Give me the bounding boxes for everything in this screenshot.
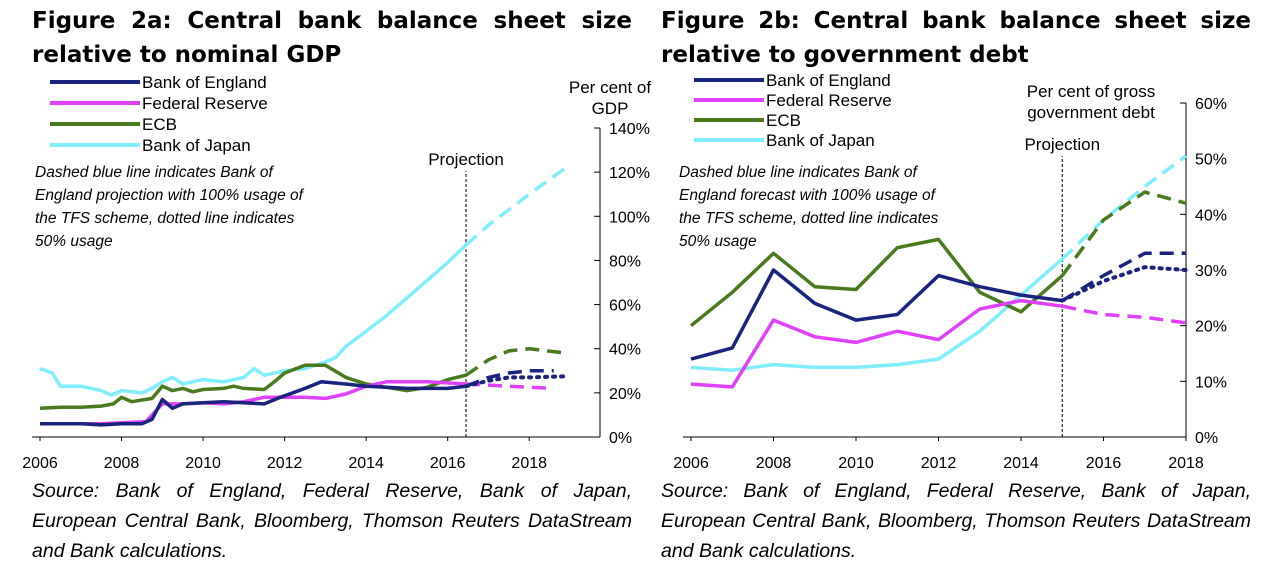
figure-title: Figure 2a: Central bank balance sheet si… (32, 8, 632, 68)
projection-label: Projection (428, 150, 504, 169)
x-tick-label: 2008 (756, 455, 792, 472)
y-tick-label: 0% (1195, 430, 1218, 447)
y-axis-label-line: Per cent of gross (1027, 82, 1156, 101)
series-line-federal-reserve-dashed (1061, 304, 1187, 325)
y-tick-label: 100% (609, 209, 650, 226)
chart-annotation-line: England projection with 100% usage of (35, 187, 305, 204)
x-tick-label: 2010 (838, 455, 874, 472)
series-line-bank-of-japan-solid (690, 257, 1064, 372)
figure-2a-panel: Figure 2a: Central bank balance sheet si… (22, 0, 651, 579)
chart-annotation-line: Dashed blue line indicates Bank of (35, 164, 275, 181)
chart-annotation: Dashed blue line indicates Bank of Englan… (35, 164, 305, 250)
y-tick-label: 80% (609, 253, 641, 270)
y-tick-label: 60% (1195, 96, 1227, 113)
chart-annotation-line: the TFS scheme, dotted line indicates (679, 210, 939, 227)
series-line-bank-of-england-solid (690, 268, 1063, 361)
figure-2b-chart: 0% 10% 20% 30% 40% 50% 60% 2006 2008 2010 2012 2014… (673, 71, 1227, 472)
y-tick-label: 30% (1195, 263, 1227, 280)
chart-annotation-line: 50% usage (679, 233, 757, 250)
legend-label-ecb: ECB (142, 115, 177, 134)
y-axis-label-line: GDP (592, 99, 629, 118)
y-axis-label-line: Per cent of (569, 78, 651, 97)
y-tick-label: 40% (1195, 207, 1227, 224)
y-tick-label: 20% (1195, 319, 1227, 336)
figure-source-note: Source: Bank of England, Federal Reserve… (661, 480, 1251, 562)
y-axis-label-line: government debt (1027, 103, 1155, 122)
x-tick-label: 2014 (348, 455, 384, 472)
x-tick-label: 2010 (185, 455, 221, 472)
series-line-bank-of-england-dotted (464, 374, 568, 389)
y-tick-label: 40% (609, 342, 641, 359)
series-line-bank-of-england-solid (40, 380, 467, 427)
y-tick-label: 120% (609, 165, 650, 182)
chart-annotation-line: Dashed blue line indicates Bank of (679, 164, 919, 181)
y-tick-label: 10% (1195, 374, 1227, 391)
legend-label-bank-of-japan: Bank of Japan (766, 131, 875, 150)
y-tick-label: 20% (609, 386, 641, 403)
x-tick-label: 2016 (1086, 455, 1122, 472)
projection-label: Projection (1024, 135, 1100, 154)
y-axis-label: Per cent of gross government debt (1027, 82, 1156, 122)
series-line-federal-reserve-solid (690, 298, 1063, 389)
chart-annotation-line: 50% usage (35, 233, 113, 250)
series-line-ecb-dashed (1060, 190, 1187, 277)
y-tick-label: 60% (609, 298, 641, 315)
x-tick-label: 2006 (673, 455, 709, 472)
legend-label-federal-reserve: Federal Reserve (766, 91, 892, 110)
y-tick-label: 50% (1195, 152, 1227, 169)
series-line-federal-reserve-dashed (465, 382, 554, 391)
legend-label-ecb: ECB (766, 111, 801, 130)
x-tick-label: 2018 (511, 455, 547, 472)
series-line-bank-of-japan-dashed (464, 166, 567, 247)
series-line-bank-of-england-dashed (465, 369, 554, 388)
x-tick-label: 2008 (104, 455, 140, 472)
legend-label-bank-of-england: Bank of England (766, 71, 891, 90)
series-line-ecb-solid (689, 237, 1064, 328)
figure-title: Figure 2b: Central bank balance sheet si… (661, 8, 1251, 68)
chart-annotation: Dashed blue line indicates Bank of Englan… (679, 164, 939, 250)
x-tick-label: 2016 (430, 455, 466, 472)
x-tick-label: 2012 (921, 455, 957, 472)
series-line-bank-of-england-dotted (1060, 265, 1188, 303)
chart-annotation-line: England forecast with 100% usage of (679, 187, 937, 204)
series-line-bank-of-england-dashed (1061, 251, 1186, 303)
chart-annotation-line: the TFS scheme, dotted line indicates (35, 210, 295, 227)
series-line-bank-of-japan-solid (39, 243, 468, 397)
x-tick-label: 2012 (267, 455, 303, 472)
figure-source-note: Source: Bank of England, Federal Reserve… (32, 480, 632, 562)
x-tick-label: 2018 (1168, 455, 1204, 472)
x-tick-label: 2014 (1003, 455, 1039, 472)
y-axis-label: Per cent of GDP (569, 78, 651, 118)
figure-2a-chart: 0% 20% 40% 60% 80% 100% 120% 140% 2006 2008 2010 20… (22, 73, 651, 472)
figure-2b-panel: Figure 2b: Central bank balance sheet si… (661, 0, 1251, 579)
series-line-ecb-dashed (465, 346, 567, 377)
legend-label-bank-of-japan: Bank of Japan (142, 136, 251, 155)
x-tick-label: 2006 (22, 455, 58, 472)
series-line-bank-of-japan-dashed (1061, 154, 1188, 261)
legend-label-bank-of-england: Bank of England (142, 73, 267, 92)
y-tick-label: 140% (609, 121, 650, 138)
legend-label-federal-reserve: Federal Reserve (142, 94, 268, 113)
y-tick-label: 0% (609, 430, 632, 447)
